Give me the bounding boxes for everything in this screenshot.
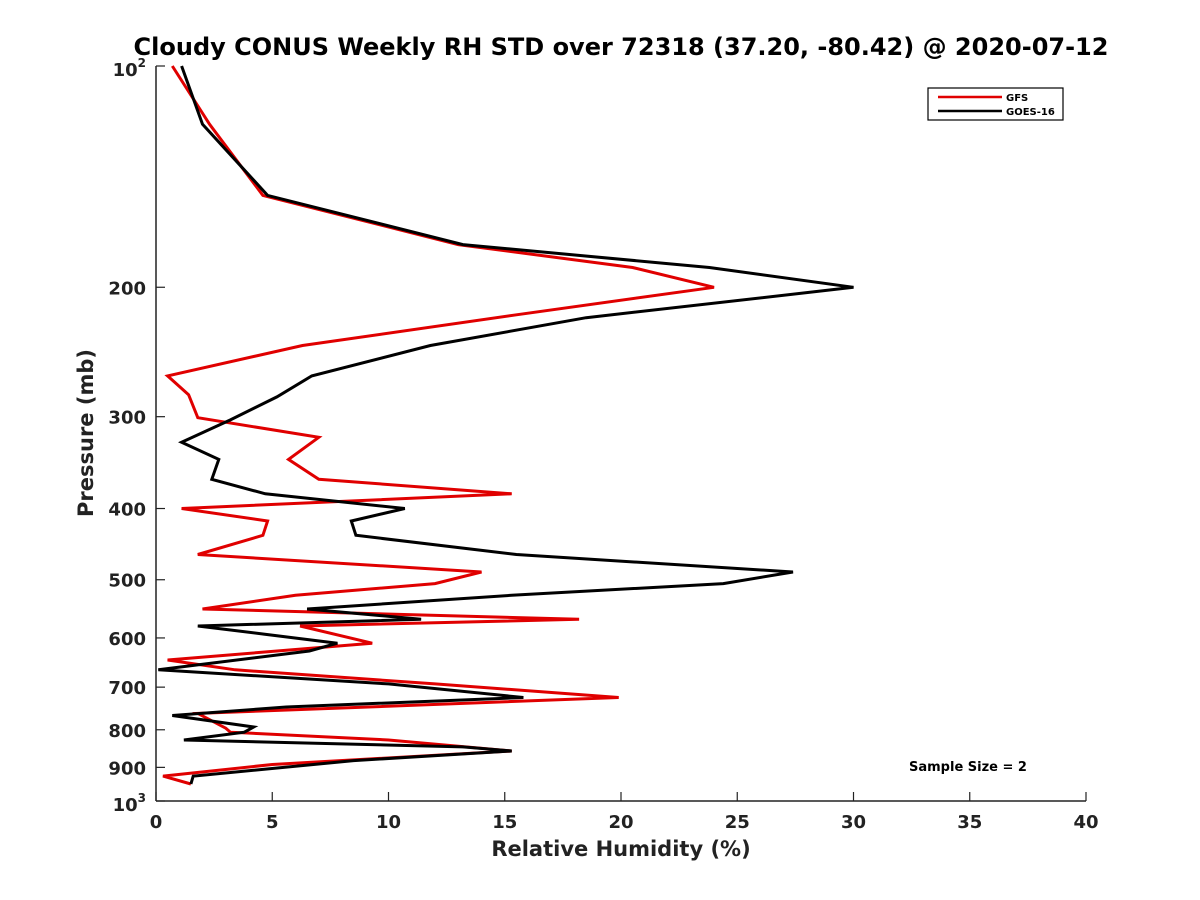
y-axis-ticks: 200 300 400 500 600 700 800 900 — [108, 65, 165, 802]
x-tick-label: 40 — [1073, 812, 1098, 833]
x-tick-label: 20 — [608, 812, 633, 833]
y-tick-label: 700 — [108, 678, 146, 699]
y-axis-label: Pressure (mb) — [74, 349, 98, 517]
x-axis-ticks: 0 5 10 15 20 25 30 35 40 — [150, 792, 1099, 833]
legend-label-goes16: GOES-16 — [1006, 107, 1055, 118]
y-tick-label: 500 — [108, 571, 146, 592]
x-tick-label: 35 — [957, 812, 982, 833]
y-tick-label-bottom: 103 — [113, 791, 146, 816]
y-tick-label-top: 102 — [113, 56, 146, 81]
x-tick-label: 30 — [841, 812, 866, 833]
y-tick-label: 600 — [108, 629, 146, 650]
y-tick-label: 800 — [108, 721, 146, 742]
x-tick-label: 25 — [725, 812, 750, 833]
legend-box — [927, 87, 1064, 121]
x-tick-label: 15 — [492, 812, 517, 833]
y-tick-label: 900 — [108, 758, 146, 779]
x-tick-label: 5 — [266, 812, 279, 833]
x-tick-label: 0 — [150, 812, 163, 833]
y-tick-label: 300 — [108, 408, 146, 429]
sample-size-annotation: Sample Size = 2 — [909, 760, 1027, 775]
x-axis-label: Relative Humidity (%) — [491, 837, 750, 861]
series-layer — [158, 65, 854, 786]
legend-label-gfs: GFS — [1006, 93, 1028, 104]
x-tick-label: 10 — [376, 812, 401, 833]
y-tick-label: 400 — [108, 500, 146, 521]
series-line-gfs — [162, 65, 715, 786]
legend: GFS GOES-16 — [927, 87, 1064, 121]
chart-title: Cloudy CONUS Weekly RH STD over 72318 (3… — [134, 33, 1109, 61]
y-tick-label: 200 — [108, 278, 146, 299]
series-line-goes-16 — [158, 65, 854, 785]
